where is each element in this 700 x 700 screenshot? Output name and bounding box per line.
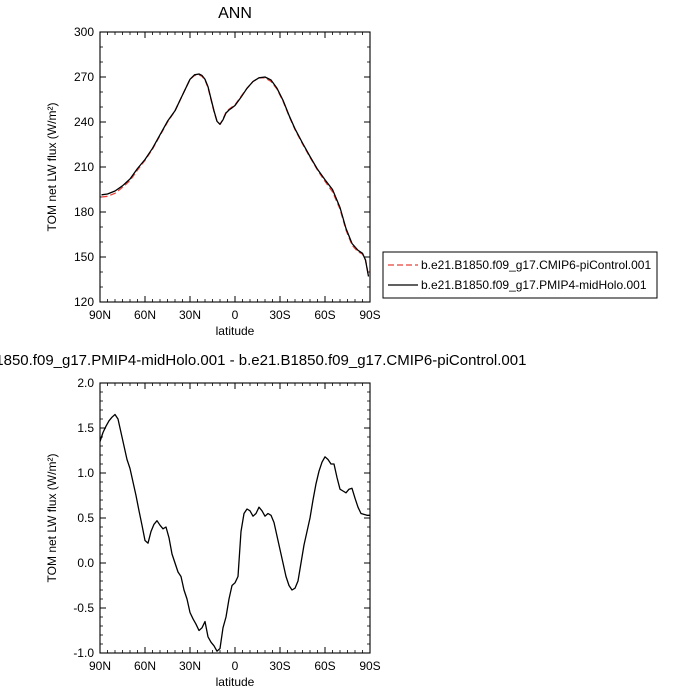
y-tick-label: 300 (74, 25, 94, 39)
x-tick-label: 90N (89, 308, 111, 322)
chart-difference: b.e21.B1850.f09_g17.PMIP4-midHolo.001 - … (0, 352, 526, 689)
x-tick-label: 60S (314, 308, 335, 322)
y-axis-label: TOM net LW flux (W/m²) (45, 103, 59, 232)
legend-label-1: b.e21.B1850.f09_g17.PMIP4-midHolo.001 (421, 278, 647, 292)
y-tick-label: 180 (74, 205, 94, 219)
y-tick-label: 0.0 (77, 556, 94, 570)
x-tick-label: 60S (314, 659, 335, 673)
legend: b.e21.B1850.f09_g17.CMIP6-piControl.001b… (382, 251, 658, 299)
y-tick-label: 210 (74, 160, 94, 174)
y-tick-label: 0.5 (77, 511, 94, 525)
y-tick-label: 1.0 (77, 466, 94, 480)
y-tick-label: 150 (74, 250, 94, 264)
chart-title: b.e21.B1850.f09_g17.PMIP4-midHolo.001 - … (0, 352, 526, 369)
chart-title: ANN (218, 5, 252, 22)
x-tick-label: 90N (89, 659, 111, 673)
x-tick-label: 30N (179, 659, 201, 673)
x-tick-label: 90S (359, 659, 380, 673)
legend-box (382, 251, 658, 299)
chart-top: ANN 90N 60N 30N 0 30S 60S 90S 120 150 180 210 240 270… (45, 5, 381, 338)
x-tick-label: 30N (179, 308, 201, 322)
x-axis-label: latitude (216, 324, 255, 338)
x-tick-label: 90S (359, 308, 380, 322)
x-tick-label: 60N (134, 659, 156, 673)
series-line-1 (101, 73, 370, 277)
y-tick-label: 240 (74, 115, 94, 129)
x-tick-label: 0 (232, 308, 239, 322)
x-tick-label: 0 (232, 659, 239, 673)
y-tick-label: -1.0 (73, 646, 94, 660)
series-line-0 (99, 413, 370, 652)
y-tick-label: -0.5 (73, 601, 94, 615)
y-tick-label: 120 (74, 295, 94, 309)
x-tick-label: 30S (269, 308, 290, 322)
y-tick-label: 2.0 (77, 376, 94, 390)
y-tick-label: 270 (74, 70, 94, 84)
y-tick-label: 1.5 (77, 421, 94, 435)
y-axis-label: TOM net LW flux (W/m²) (45, 454, 59, 583)
x-tick-label: 30S (269, 659, 290, 673)
legend-label-0: b.e21.B1850.f09_g17.CMIP6-piControl.001 (421, 258, 651, 272)
x-axis-label: latitude (216, 675, 255, 689)
x-tick-label: 60N (134, 308, 156, 322)
